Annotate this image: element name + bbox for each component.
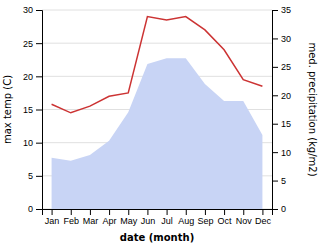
tick: 10	[272, 148, 291, 158]
chart: JanFeb Mar AprMayJun Jul AugSep OctNovDec 0 5 10…	[0, 0, 318, 247]
tick: 5	[272, 176, 286, 186]
tick-mark	[272, 38, 278, 39]
plot: JanFeb Mar AprMayJun Jul AugSep OctNovDec 0 5 10…	[23, 5, 291, 226]
tick: 0	[28, 204, 42, 214]
tick: 20	[23, 72, 42, 82]
tick-label: 0	[281, 204, 286, 214]
grid-line	[42, 43, 272, 44]
tick: Sep	[197, 209, 213, 226]
tick-label: Oct	[218, 216, 233, 226]
tick-label: Feb	[63, 216, 79, 226]
tick: 20	[272, 91, 291, 101]
tick-label: 25	[23, 39, 33, 49]
tick-mark	[262, 209, 263, 215]
tick-label: Aug	[178, 216, 194, 226]
tick: May	[120, 209, 138, 226]
tick-label: 10	[23, 138, 33, 148]
tick-label: 5	[281, 176, 286, 186]
axis-line	[43, 210, 273, 216]
tick-mark	[243, 209, 244, 215]
tick: 15	[272, 119, 291, 129]
tick-mark	[272, 67, 278, 68]
tick-label: Mar	[83, 216, 99, 226]
tick: 0	[272, 204, 286, 214]
tick: 25	[272, 62, 291, 72]
tick-mark	[167, 209, 168, 215]
axis-line	[273, 11, 279, 210]
tick-mark	[205, 209, 206, 215]
tick: Aug	[178, 209, 194, 226]
tick: Oct	[218, 209, 233, 226]
tick: Mar	[83, 209, 99, 226]
tick: 10	[23, 138, 42, 148]
tick: 15	[23, 105, 42, 115]
tick-mark	[128, 209, 129, 215]
grid-line	[42, 10, 272, 11]
tick-mark	[272, 209, 278, 210]
tick-label: 20	[23, 72, 33, 82]
tick: Jul	[161, 209, 173, 226]
tick-mark	[109, 209, 110, 215]
grid	[42, 10, 272, 209]
axis-line	[36, 11, 43, 210]
x-axis: JanFeb Mar AprMayJun Jul AugSep OctNovDec	[43, 209, 273, 226]
tick-label: 30	[23, 5, 33, 15]
tick: 5	[28, 171, 42, 181]
tick-label: Jul	[161, 216, 173, 226]
tick-mark	[186, 209, 187, 215]
tick-mark	[272, 10, 278, 11]
line	[52, 17, 263, 113]
y-axis: 0 5 10 15 20 25 30	[23, 5, 43, 214]
tick-label: 10	[281, 148, 291, 158]
y-axis-title: max temp (C)	[2, 75, 13, 144]
tick-label: 15	[23, 105, 33, 115]
tick-mark	[52, 209, 53, 215]
tick-label: 25	[281, 62, 291, 72]
x-axis-title: date (month)	[120, 232, 194, 243]
tick: Jan	[45, 209, 60, 226]
tick-mark	[272, 124, 278, 125]
tick: Apr	[103, 209, 117, 226]
tick-label: 30	[281, 34, 291, 44]
tick-mark	[36, 43, 42, 44]
tick-mark	[36, 143, 42, 144]
tick-mark	[36, 110, 42, 111]
tick-label: Nov	[236, 216, 253, 226]
tick: Nov	[236, 209, 253, 226]
tick-mark	[36, 176, 42, 177]
tick-mark	[36, 76, 42, 77]
tick: 30	[272, 34, 291, 44]
tick-mark	[224, 209, 225, 215]
y2-axis-title: med. precipitation (kg/m2)	[307, 42, 318, 176]
tick-label: 15	[281, 119, 291, 129]
tick: 25	[23, 39, 42, 49]
tick-label: Apr	[103, 216, 117, 226]
y2-axis: 0 5 10 15 20 25 30 35	[272, 5, 291, 214]
tick-label: Dec	[255, 216, 272, 226]
tick-label: Sep	[197, 216, 213, 226]
tick-mark	[272, 152, 278, 153]
area	[52, 58, 263, 209]
tick-label: 5	[28, 171, 33, 181]
tick-label: 0	[28, 204, 33, 214]
tick-mark	[272, 181, 278, 182]
tick: Dec	[255, 209, 272, 226]
tick-label: 20	[281, 91, 291, 101]
tick-label: 35	[281, 5, 291, 15]
tick-mark	[36, 10, 42, 11]
tick-label: Jun	[141, 216, 156, 226]
tick-mark	[36, 209, 42, 210]
tick: Jun	[141, 209, 156, 226]
tick: 30	[23, 5, 42, 15]
tick-mark	[272, 95, 278, 96]
tick: 35	[272, 5, 291, 15]
marks	[52, 17, 263, 209]
tick-mark	[90, 209, 91, 215]
tick-mark	[71, 209, 72, 215]
tick-label: Jan	[45, 216, 60, 226]
tick-mark	[147, 209, 148, 215]
tick-label: May	[120, 216, 138, 226]
tick: Feb	[63, 209, 79, 226]
